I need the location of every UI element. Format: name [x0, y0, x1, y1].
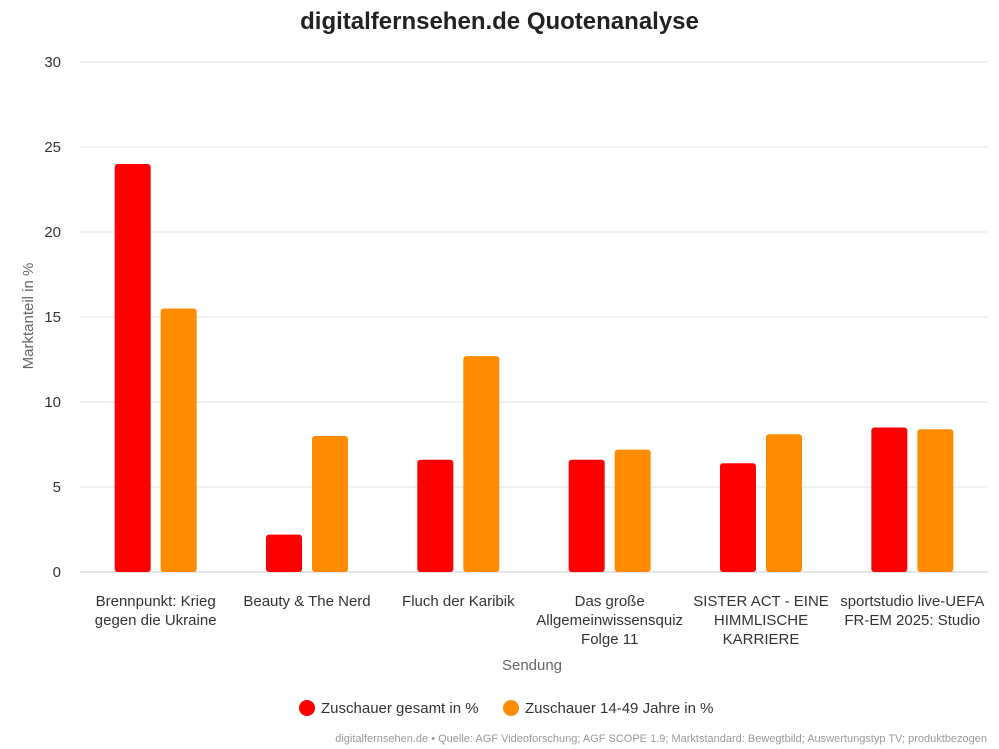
x-category-label-line: FR-EM 2025: Studio: [844, 612, 980, 629]
bar-14-49[interactable]: [917, 429, 954, 572]
bar-14-49[interactable]: [614, 449, 651, 572]
y-tick-label: 25: [44, 139, 61, 156]
y-tick-label: 15: [44, 309, 61, 326]
bar-14-49[interactable]: [312, 436, 348, 572]
x-category-label: sportstudio live-UEFA FR-EM 2025: Studio: [840, 593, 984, 629]
x-category-label: Brennpunkt: Krieg gegen die Ukraine: [95, 593, 217, 629]
x-category-label-line: gegen die Ukraine: [95, 612, 217, 629]
legend-label: Zuschauer gesamt in %: [321, 700, 479, 717]
chart-title: digitalfernsehen.de Quotenanalyse: [300, 8, 699, 35]
legend-label: Zuschauer 14-49 Jahre in %: [525, 700, 713, 717]
y-tick-label: 30: [44, 54, 61, 71]
x-category-label: Fluch der Karibik: [402, 593, 515, 610]
x-category-label-line: Brennpunkt: Krieg: [96, 593, 216, 610]
x-category-label-line: SISTER ACT - EINE: [693, 593, 829, 610]
bar-gesamt[interactable]: [568, 459, 605, 572]
bar-14-49[interactable]: [766, 434, 802, 572]
bar-gesamt[interactable]: [417, 459, 454, 572]
bar-gesamt[interactable]: [871, 427, 908, 573]
bar-gesamt[interactable]: [114, 164, 151, 572]
footer-source: digitalfernsehen.de • Quelle: AGF Videof…: [335, 733, 987, 745]
x-category-label-line: Folge 11: [581, 631, 638, 648]
x-category-label-line: HIMMLISCHE: [714, 612, 808, 629]
legend: Zuschauer gesamt in % Zuschauer 14-49 Jah…: [299, 700, 713, 717]
y-tick-label: 20: [44, 224, 61, 241]
x-category-label-line: sportstudio live-UEFA: [840, 593, 984, 610]
y-tick-label: 5: [53, 479, 61, 496]
y-tick-label: 10: [44, 394, 61, 411]
x-category-label: SISTER ACT - EINE HIMMLISCHE KARRIERE: [693, 593, 829, 648]
x-category-label: Beauty & The Nerd: [243, 593, 370, 610]
category-labels: Brennpunkt: Krieg gegen die Ukraine Beauty…: [95, 593, 985, 648]
x-category-label-line: Beauty & The Nerd: [243, 593, 370, 610]
legend-marker: [503, 700, 519, 716]
x-category-label-line: KARRIERE: [723, 631, 800, 648]
bar-gesamt[interactable]: [266, 534, 302, 572]
x-axis-title: Sendung: [502, 657, 562, 674]
x-category-label-line: Fluch der Karibik: [402, 593, 515, 610]
bar-14-49[interactable]: [160, 308, 197, 573]
bar-gesamt[interactable]: [720, 463, 756, 572]
x-category-label-line: Das große: [575, 593, 645, 610]
legend-marker: [299, 700, 315, 716]
bar-14-49[interactable]: [463, 356, 500, 572]
x-category-label-line: Allgemeinwissensquiz: [536, 612, 683, 629]
x-category-label: Das große Allgemeinwissensquiz Folge 11: [536, 593, 683, 648]
grid-lines: 0 5 10 15 20 25 30: [44, 54, 988, 581]
y-axis-title: Marktanteil in %: [20, 263, 37, 370]
bars: [114, 164, 954, 573]
y-tick-label: 0: [53, 564, 61, 581]
